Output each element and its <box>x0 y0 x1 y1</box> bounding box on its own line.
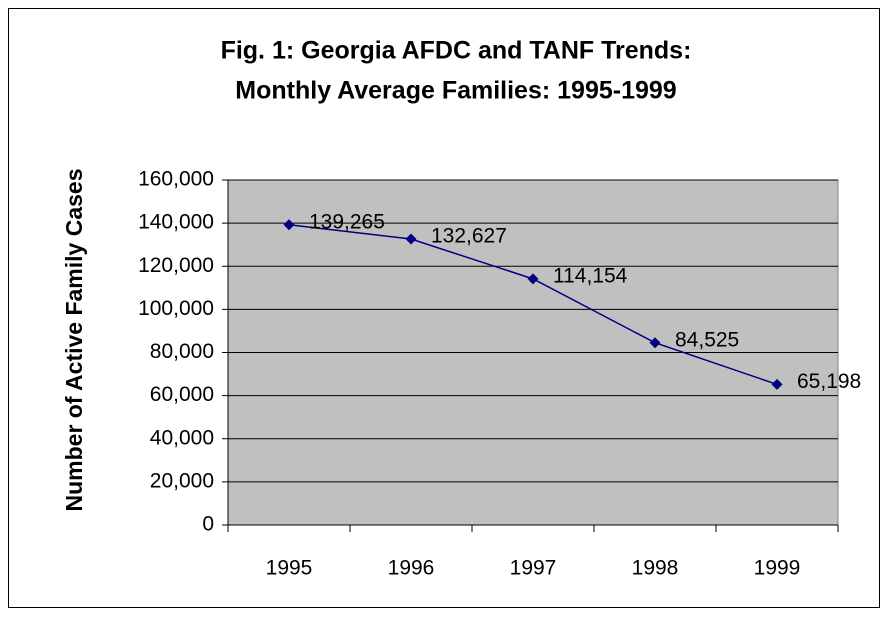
data-label: 114,154 <box>553 264 628 287</box>
y-tick-label: 100,000 <box>138 297 214 320</box>
marker <box>527 273 539 285</box>
x-tick-label: 1996 <box>388 557 435 580</box>
marker <box>283 219 295 231</box>
y-axis-label: Number of Active Family Cases <box>61 169 87 512</box>
y-tick-label: 0 <box>202 513 214 536</box>
x-tick-label: 1997 <box>510 557 557 580</box>
chart-title: Monthly Average Families: 1995-1999 <box>235 77 676 105</box>
x-tick-label: 1995 <box>266 557 313 580</box>
y-tick-label: 60,000 <box>150 383 214 406</box>
marker <box>405 233 417 245</box>
chart-title: Fig. 1: Georgia AFDC and TANF Trends: <box>221 37 692 65</box>
x-tick-label: 1998 <box>632 557 679 580</box>
data-label: 132,627 <box>431 225 507 248</box>
marker <box>649 337 661 349</box>
y-tick-label: 160,000 <box>138 168 214 191</box>
y-tick-label: 40,000 <box>150 426 214 449</box>
y-tick-label: 120,000 <box>138 254 214 277</box>
data-label: 84,525 <box>675 328 739 351</box>
data-label: 65,198 <box>797 370 861 393</box>
y-tick-label: 140,000 <box>138 211 214 234</box>
data-label: 139,265 <box>309 210 385 233</box>
x-tick-label: 1999 <box>754 557 801 580</box>
marker <box>771 378 783 390</box>
y-tick-label: 80,000 <box>150 340 214 363</box>
y-tick-label: 20,000 <box>150 469 214 492</box>
